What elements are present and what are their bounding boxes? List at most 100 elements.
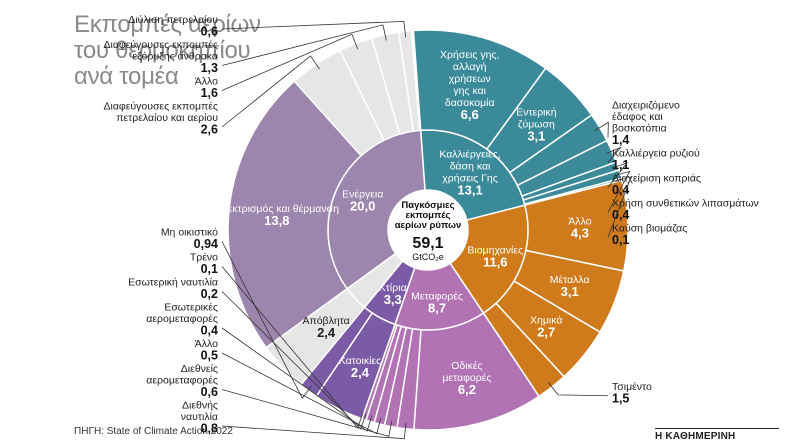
external-label-text: Διαφεύγουσες εκπομπές xyxy=(103,39,218,51)
title-line: Εκπομπές αερίων xyxy=(74,11,261,38)
label-text: χρήσεων xyxy=(449,73,491,85)
label-text: Οδικές xyxy=(451,360,482,372)
publisher-brand: Η ΚΑΘΗΜΕΡΙΝΗ xyxy=(655,431,736,442)
value-label: 13,1 xyxy=(457,183,482,198)
external-label-text: ναυτιλία xyxy=(181,411,218,423)
external-label-text: Διεθνής xyxy=(182,400,218,412)
external-value: 0,1 xyxy=(612,233,629,247)
label-text: Απόβλητα xyxy=(302,315,349,327)
external-label-text: Τσιμέντο xyxy=(612,381,652,393)
waste-inner-segment xyxy=(346,252,404,309)
label-text: Εντερική xyxy=(516,106,557,118)
external-value: 0,6 xyxy=(201,385,218,399)
title-line: ανά τομέα xyxy=(74,63,179,90)
value-label: 20,0 xyxy=(350,199,375,214)
center-label-text: αερίων ρύπων xyxy=(395,220,462,231)
leader-line xyxy=(221,291,367,430)
external-label-text: Διαφεύγουσες εκπομπές xyxy=(103,101,218,113)
external-label-text: Χρήση συνθετικών λιπασμάτων xyxy=(612,197,759,209)
label-text: δασοκομία xyxy=(445,97,495,109)
label-text: δάση και xyxy=(450,161,491,173)
center-value: 59,1 xyxy=(412,235,443,252)
label-text: γης και xyxy=(453,85,486,97)
external-value: 1,5 xyxy=(612,391,629,405)
brand-rule xyxy=(655,428,779,429)
external-label-text: Τρένο xyxy=(190,252,218,264)
external-value: 0,1 xyxy=(201,262,218,276)
leader-line xyxy=(221,422,407,440)
value-label: 4,3 xyxy=(571,226,589,241)
external-label-text: Άλλο xyxy=(195,338,218,350)
leader-line xyxy=(221,327,373,432)
label-text: Καλλιέργειες, xyxy=(439,149,500,161)
center-unit: GtCO₂e xyxy=(412,252,444,262)
label-text: Βιομηχανίες xyxy=(467,245,523,257)
external-value: 0,4 xyxy=(612,208,629,222)
external-value: 0,8 xyxy=(201,422,218,436)
leader-line xyxy=(221,24,387,66)
external-label-text: Καλλιέργεια ρυζιού xyxy=(612,147,700,159)
external-label-text: Διαχειριζόμενο xyxy=(612,99,680,111)
label-text: ζύμωση xyxy=(518,118,555,130)
external-label-text: Διύλιση πετρελαίου xyxy=(128,14,218,26)
external-label-text: αερομεταφορές xyxy=(146,313,218,325)
external-value: 0,6 xyxy=(201,25,218,39)
value-label: 3,1 xyxy=(527,128,545,143)
label-text: χρήσεις Γης xyxy=(442,173,497,185)
external-label-text: Εσωτερική ναυτιλία xyxy=(128,277,218,289)
external-label-text: Καύση βιομάζας xyxy=(612,222,687,234)
external-value: 1,4 xyxy=(612,133,629,147)
external-value: 0,4 xyxy=(612,183,629,197)
external-label-text: αερομεταφορές xyxy=(146,375,218,387)
value-label: 8,7 xyxy=(428,300,446,315)
external-label-text: Μη οικιστικό xyxy=(161,227,218,239)
center-label-text: εκπομπές xyxy=(406,210,451,221)
label-text: Μέταλλα xyxy=(550,274,590,286)
leader-line xyxy=(547,382,609,397)
label-text: Κατοικίες xyxy=(339,355,381,367)
external-value: 2,6 xyxy=(201,123,218,137)
external-value: 1,3 xyxy=(201,61,218,75)
leader-line xyxy=(221,389,393,437)
label-text: Άλλο xyxy=(568,216,591,228)
external-label-text: πετρελαίου και αερίου xyxy=(116,112,218,124)
external-label-text: έδαφος και xyxy=(612,111,663,123)
source-note: ΠΗΓΗ: State of Climate Action 2022 xyxy=(74,426,233,437)
external-label-text: Διαχείριση κοπριάς xyxy=(612,172,701,184)
leader-line xyxy=(607,170,631,213)
value-label: 2,4 xyxy=(317,325,336,340)
subsector-segment-διύλιση-πετρελαίου xyxy=(397,29,421,132)
label-text: Ηλεκτρισμός και θέρμανση xyxy=(215,203,339,215)
external-label-text: βοσκοτόπια xyxy=(612,122,667,134)
leader-line xyxy=(607,176,632,238)
center-disk xyxy=(386,188,470,272)
external-value: 0,4 xyxy=(201,324,218,338)
